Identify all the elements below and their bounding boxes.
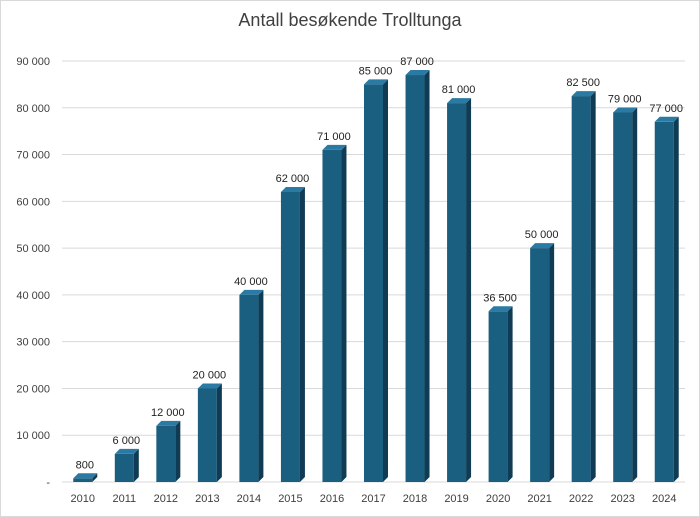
data-label: 82 500 (566, 77, 600, 89)
y-tick-label: 90 000 (16, 56, 50, 68)
bar-side (383, 79, 388, 482)
y-tick-label: 40 000 (16, 290, 50, 302)
bar-top (571, 91, 596, 97)
data-label: 71 000 (317, 131, 351, 143)
bar (364, 84, 383, 482)
data-label: 79 000 (608, 93, 642, 105)
bar-top (530, 243, 555, 249)
x-tick-label: 2019 (444, 493, 468, 505)
x-tick-label: 2020 (486, 493, 510, 505)
bar-side (549, 243, 555, 482)
bar-side (175, 420, 181, 482)
bar (488, 311, 508, 482)
data-label: 6 000 (113, 435, 141, 447)
x-tick-label: 2017 (361, 493, 385, 505)
bar-side (507, 306, 513, 482)
y-tick-label: 30 000 (16, 337, 50, 349)
bar-side (632, 107, 638, 482)
bar-top (447, 98, 472, 104)
data-label: 50 000 (525, 229, 559, 241)
bar (322, 149, 342, 482)
data-label: 40 000 (234, 276, 268, 288)
bar (280, 191, 300, 482)
bar (447, 103, 467, 482)
y-tick-label: 20 000 (16, 383, 50, 395)
data-label: 81 000 (442, 84, 476, 96)
y-tick-label: 50 000 (16, 243, 50, 255)
data-label: 800 (76, 459, 94, 471)
bar-top (613, 107, 638, 113)
bar (239, 294, 259, 482)
bar-top (654, 116, 679, 122)
bar (654, 121, 674, 483)
x-tick-label: 2022 (569, 493, 593, 505)
bar (156, 425, 176, 482)
bar-top (114, 448, 139, 454)
bar (613, 112, 633, 482)
data-label: 87 000 (400, 56, 434, 68)
x-tick-label: 2016 (320, 493, 344, 505)
bar (530, 248, 550, 482)
x-tick-label: 2024 (652, 493, 676, 505)
x-tick-label: 2012 (154, 493, 178, 505)
bar-top (322, 144, 347, 150)
bar-side (258, 289, 264, 482)
bar-top (280, 186, 305, 192)
x-tick-label: 2011 (112, 493, 136, 505)
y-tick-label: 10 000 (16, 430, 50, 442)
x-tick-label: 2023 (610, 493, 634, 505)
data-label: 62 000 (276, 173, 310, 185)
x-tick-label: 2018 (403, 493, 427, 505)
bar-side (133, 448, 139, 482)
bar-top (156, 420, 181, 426)
bar (571, 96, 591, 482)
bar-top (364, 79, 388, 85)
bar-top (405, 70, 430, 76)
data-label: 20 000 (193, 369, 227, 381)
y-tick-label: 60 000 (16, 196, 50, 208)
bar-top (197, 383, 222, 389)
bar-side (92, 473, 98, 482)
bar-side (466, 98, 472, 482)
bar (405, 75, 425, 483)
bar-side (424, 70, 430, 483)
bar-side (299, 186, 305, 482)
chart-title: Antall besøkende Trolltunga (238, 10, 462, 30)
bar (114, 453, 134, 482)
y-tick-label: - (46, 477, 50, 489)
data-label: 12 000 (151, 407, 185, 419)
bar (73, 478, 93, 482)
bar-top (488, 306, 513, 312)
bar-side (216, 383, 222, 482)
bar-top (73, 473, 98, 479)
data-label: 77 000 (649, 103, 683, 115)
data-label: 85 000 (359, 65, 393, 77)
y-tick-label: 80 000 (16, 103, 50, 115)
bar (197, 388, 217, 482)
x-tick-label: 2013 (195, 493, 219, 505)
bar-side (590, 91, 596, 482)
x-tick-label: 2014 (237, 493, 261, 505)
data-label: 36 500 (483, 292, 517, 304)
bar-top (239, 289, 264, 295)
x-tick-label: 2010 (71, 493, 95, 505)
y-tick-label: 70 000 (16, 150, 50, 162)
x-tick-label: 2021 (527, 493, 551, 505)
x-tick-label: 2015 (278, 493, 302, 505)
bar-side (673, 116, 679, 483)
bar-side (341, 144, 347, 482)
